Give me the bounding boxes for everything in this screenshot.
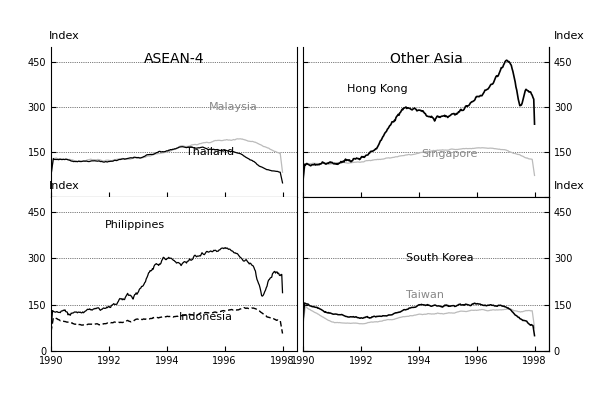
Text: Hong Kong: Hong Kong xyxy=(347,84,408,94)
Text: Singapore: Singapore xyxy=(421,149,478,158)
Text: Malaysia: Malaysia xyxy=(208,102,257,112)
Text: Index: Index xyxy=(554,31,584,41)
Text: Thailand: Thailand xyxy=(187,147,235,157)
Text: Indonesia: Indonesia xyxy=(179,312,233,322)
Text: Other Asia: Other Asia xyxy=(389,52,463,66)
Text: Index: Index xyxy=(49,31,79,41)
Text: ASEAN-4: ASEAN-4 xyxy=(144,52,204,66)
Text: South Korea: South Korea xyxy=(406,253,474,264)
Text: Index: Index xyxy=(49,181,79,191)
Text: Index: Index xyxy=(554,181,584,191)
Text: Philippines: Philippines xyxy=(105,220,165,230)
Text: Taiwan: Taiwan xyxy=(406,290,445,300)
